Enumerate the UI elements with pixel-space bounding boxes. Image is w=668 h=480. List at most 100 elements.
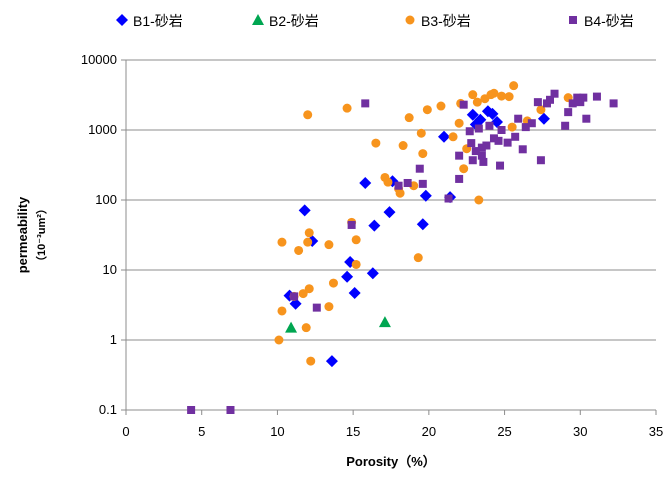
x-axis-title: Porosity（%） [346, 454, 436, 469]
legend-label: B3-砂岩 [421, 13, 471, 29]
gridlines [126, 59, 656, 341]
data-point-triangle [285, 321, 298, 333]
data-point-circle [413, 253, 423, 263]
data-point-circle [448, 132, 458, 142]
data-point-square [576, 98, 585, 107]
data-points [187, 81, 618, 414]
data-point-square [347, 220, 356, 229]
data-point-circle [472, 97, 482, 107]
data-point-square [418, 179, 427, 188]
data-point-square [474, 124, 483, 133]
data-point-triangle [378, 316, 391, 328]
data-point-circle [504, 92, 514, 102]
data-point-square [471, 147, 480, 156]
data-point-diamond [383, 206, 396, 219]
data-point-circle [497, 91, 507, 101]
data-point-circle [398, 141, 408, 151]
data-point-square [489, 134, 498, 143]
data-point-circle [509, 81, 519, 91]
data-point-square [527, 119, 536, 128]
data-point-square [479, 157, 488, 166]
data-point-circle [304, 228, 314, 238]
data-point-circle [324, 240, 334, 250]
y-axis-unit: （10⁻³um²） [35, 203, 48, 267]
data-point-circle [489, 88, 499, 98]
data-point-circle [303, 237, 313, 247]
data-point-diamond [341, 270, 354, 283]
y-tick-label: 10 [103, 262, 117, 277]
data-point-square [518, 145, 527, 154]
data-point-square [465, 127, 474, 136]
x-tick-label: 35 [649, 424, 663, 439]
data-point-square [226, 406, 235, 414]
data-point-circle [277, 237, 287, 247]
legend-marker [116, 14, 128, 26]
data-point-square [290, 292, 299, 301]
data-point-square [579, 93, 588, 102]
data-point-square [536, 156, 545, 165]
data-point-square [546, 95, 554, 104]
data-point-diamond [419, 189, 432, 202]
data-point-square [468, 156, 477, 165]
data-point-square [561, 121, 570, 130]
data-point-diamond [368, 219, 381, 232]
data-point-diamond [366, 267, 379, 280]
data-point-diamond [466, 108, 479, 121]
legend-label: B1-砂岩 [133, 13, 183, 29]
x-tick-label: 20 [422, 424, 436, 439]
data-point-circle [536, 105, 546, 115]
data-point-square [455, 174, 464, 183]
y-tick-label: 0.1 [99, 402, 117, 417]
y-tick-label: 1 [110, 332, 117, 347]
data-point-square [415, 164, 424, 173]
data-point-square [503, 138, 512, 147]
data-point-square [477, 143, 486, 152]
data-point-circle [507, 122, 517, 132]
data-point-square [403, 178, 412, 187]
data-point-square [609, 99, 618, 108]
data-point-square [482, 141, 491, 150]
data-point-square [497, 126, 506, 134]
data-point-square [564, 108, 573, 117]
data-point-diamond [298, 204, 311, 217]
data-point-square [550, 89, 559, 98]
data-point-circle [342, 103, 352, 113]
data-point-circle [468, 90, 478, 100]
data-point-circle [459, 164, 469, 174]
data-point-square [485, 121, 494, 130]
data-point-diamond [537, 112, 550, 125]
legend-marker [569, 16, 577, 24]
y-axis-title: permeability [15, 196, 30, 273]
legend-label: B4-砂岩 [584, 13, 634, 29]
data-point-diamond [416, 218, 429, 231]
data-point-square [394, 181, 403, 190]
data-point-circle [298, 289, 308, 299]
data-point-circle [371, 138, 381, 148]
x-tick-label: 5 [198, 424, 205, 439]
data-point-square [514, 114, 523, 123]
data-point-diamond [474, 113, 487, 126]
data-point-diamond [486, 107, 499, 120]
data-point-circle [395, 188, 405, 198]
y-tick-label: 100 [95, 192, 117, 207]
data-point-circle [436, 101, 446, 111]
axes: 0.1 1 10 100 1000 10000 0 5 10 15 20 25 30 35 [81, 52, 663, 439]
x-tick-label: 15 [346, 424, 360, 439]
data-point-square [187, 406, 196, 414]
legend-marker [405, 15, 415, 25]
data-point-circle [418, 149, 428, 159]
x-tick-label: 0 [122, 424, 129, 439]
data-point-circle [474, 195, 484, 205]
legend: B1-砂岩 B2-砂岩 B3-砂岩 B4-砂岩 [116, 13, 634, 29]
data-point-circle [422, 105, 432, 115]
data-point-circle [301, 323, 311, 333]
data-point-diamond [491, 116, 503, 129]
data-point-square [568, 99, 577, 108]
data-point-diamond [359, 176, 372, 189]
data-point-square [511, 132, 520, 141]
data-point-square [582, 114, 591, 123]
data-point-square [312, 303, 321, 312]
x-tick-label: 10 [270, 424, 284, 439]
data-point-square [533, 98, 542, 107]
data-point-circle [304, 284, 314, 294]
